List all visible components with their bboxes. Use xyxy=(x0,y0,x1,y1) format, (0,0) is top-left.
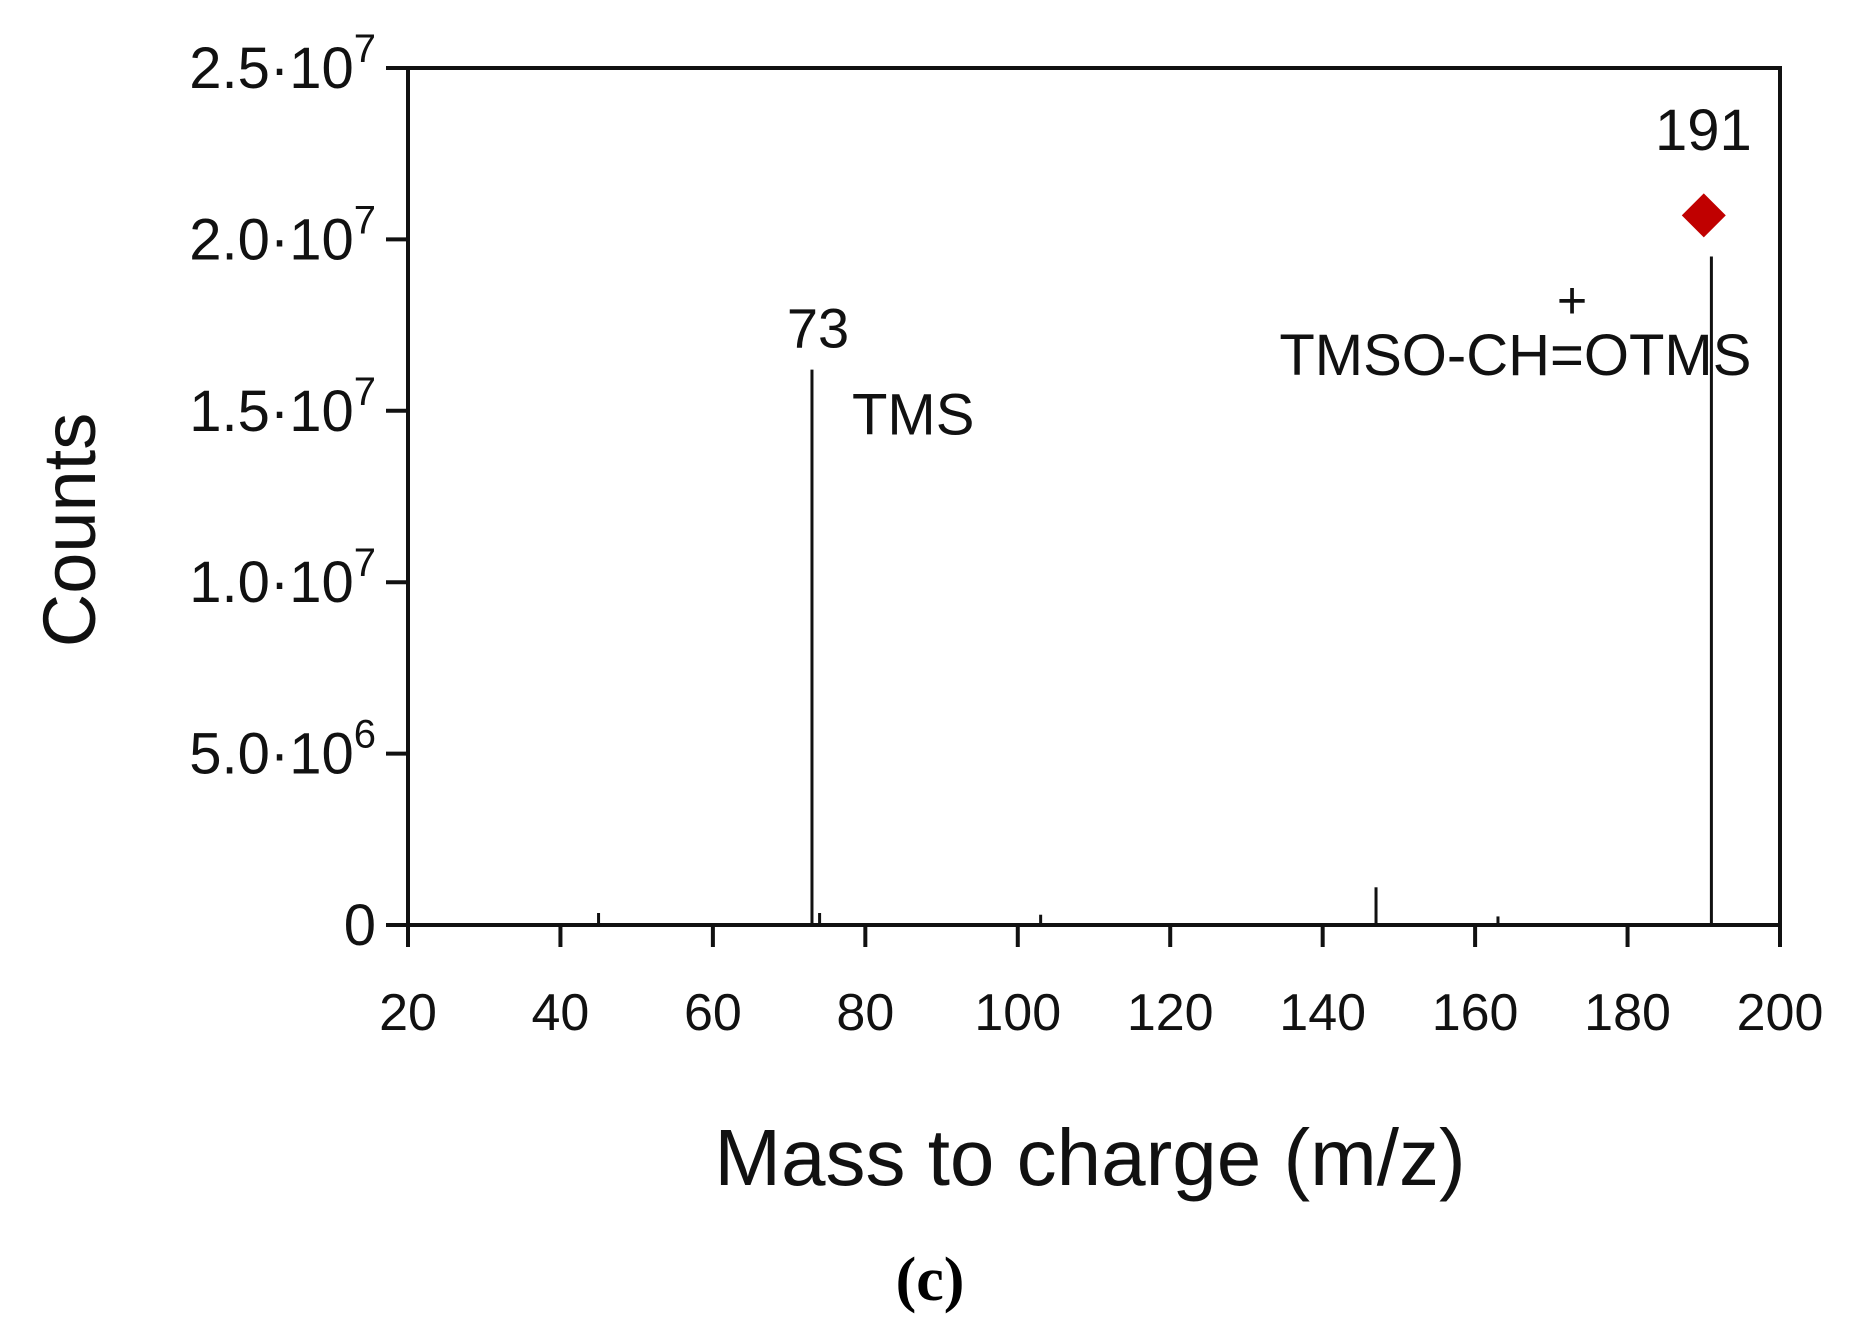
y-tick-label: 1.5·107 xyxy=(189,370,376,444)
peak-mz-label: 191 xyxy=(1655,98,1752,163)
peak-annotation: TMS xyxy=(852,383,974,448)
x-tick-label: 200 xyxy=(1737,984,1824,1042)
y-tick-label: 5.0·106 xyxy=(189,713,376,787)
plot-axes xyxy=(406,66,1782,927)
peak-marker-diamond xyxy=(1681,193,1726,238)
y-tick-label: 1.0·107 xyxy=(189,541,376,615)
x-tick-label: 180 xyxy=(1584,984,1671,1042)
x-tick-label: 40 xyxy=(532,984,590,1042)
y-axis-ticks: 0 5.0·106 1.0·107 1.5·107 2.0·107 2.5·107 xyxy=(189,27,408,958)
y-tick-label: 2.0·107 xyxy=(189,198,376,272)
x-tick-label: 160 xyxy=(1432,984,1519,1042)
x-tick-label: 140 xyxy=(1279,984,1366,1042)
peak-mz-label: 73 xyxy=(787,297,849,360)
x-tick-label: 120 xyxy=(1127,984,1214,1042)
y-tick-label: 0 xyxy=(344,893,376,958)
y-axis-label: Counts xyxy=(28,413,111,647)
panel-label: (c) xyxy=(896,1246,965,1314)
plot-frame xyxy=(406,66,1782,927)
x-tick-label: 100 xyxy=(974,984,1061,1042)
charge-plus-sign: + xyxy=(1557,272,1587,330)
y-tick-label: 2.5·107 xyxy=(189,27,376,101)
peak-annotation: TMSO-CH=OTMS xyxy=(1279,323,1751,388)
x-tick-label: 60 xyxy=(684,984,742,1042)
x-tick-label: 20 xyxy=(379,984,437,1042)
x-axis-ticks: 20 40 60 80 100 120 140 160 180 200 xyxy=(379,925,1823,1042)
x-axis-label: Mass to charge (m/z) xyxy=(714,1113,1465,1202)
spectrum-peaks xyxy=(597,193,1726,925)
x-tick-label: 80 xyxy=(836,984,894,1042)
